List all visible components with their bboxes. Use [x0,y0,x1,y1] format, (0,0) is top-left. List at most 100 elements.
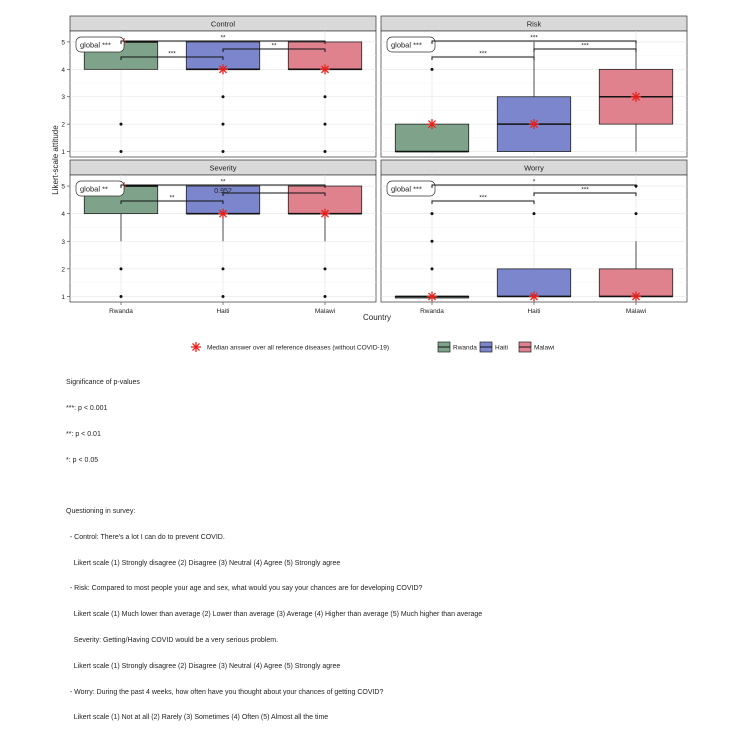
significance-bracket [533,48,637,52]
median-star-stroke [428,120,436,129]
outlier-point [323,294,327,298]
significance-label: ** [220,179,226,186]
significance-bracket [431,40,637,44]
significance-line: **: p < 0.01 [66,430,101,438]
median-star-stroke [530,120,538,129]
median-star [427,119,437,130]
median-star [320,64,330,75]
global-test-box [75,180,125,197]
survey-line: Likert scale (1) Strongly disagree (2) D… [66,559,341,567]
outlier-point [323,267,327,271]
outlier-point [634,212,638,216]
y-tick-label: 1 [61,294,65,301]
significance-label: * [533,179,536,186]
outlier-point [430,212,434,216]
significance-label: ** [169,195,175,202]
significance-bracket [431,56,535,60]
y-tick-label: 3 [61,239,65,246]
median-star-stroke [632,92,640,101]
median-star [218,64,228,75]
outlier-point [323,95,327,99]
global-test-box [386,36,436,53]
outlier-point [221,122,225,126]
survey-line: Severity: Getting/Having COVID would be … [66,637,279,644]
figure-notes: Significance of p-values ***: p < 0.001 … [66,362,482,732]
x-axis-title: Country [363,313,391,322]
y-tick-label: 5 [61,184,65,191]
legend-star-label: Median answer over all reference disease… [207,345,389,352]
survey-line: - Risk: Compared to most people your age… [66,585,423,593]
y-tick-label: 1 [61,149,65,156]
significance-bracket [222,192,326,196]
facet-title: Control [211,20,236,29]
significance-label: *** [479,195,487,202]
significance-bracket [431,184,637,188]
outlier-point [221,95,225,99]
significance-bracket [120,184,326,188]
median-star-stroke [632,292,640,301]
global-test-label: global ** [80,185,108,194]
outlier-point [221,294,225,298]
significance-label: *** [530,35,538,42]
x-tick-label: Rwanda [420,308,444,315]
global-test-label: global *** [391,41,422,50]
median-star-stroke [428,292,436,301]
x-tick-label: Malawi [626,308,646,315]
global-test-label: global *** [80,41,111,50]
y-tick-label: 2 [61,266,65,273]
outlier-point [323,150,327,154]
significance-line: *: p < 0.05 [66,456,99,464]
median-star-stroke [530,292,538,301]
significance-label: *** [479,51,487,58]
outlier-point [430,239,434,243]
legend-label: Malawi [534,345,554,352]
significance-label: *** [581,43,589,50]
y-tick-label: 4 [61,67,65,74]
survey-line: Likert scale (1) Strongly disagree (2) D… [66,662,341,670]
significance-bracket [120,56,224,60]
significance-bracket [533,192,637,196]
outlier-point [430,267,434,271]
median-star-stroke [219,209,227,218]
median-star [320,208,330,219]
significance-label: ** [220,35,226,42]
median-star-stroke [321,65,329,74]
x-tick-label: Haiti [527,308,540,315]
global-test-box [386,180,436,197]
survey-title: Questioning in survey: [66,508,136,516]
y-tick-label: 5 [61,39,65,46]
significance-label: *** [581,187,589,194]
y-tick-label: 4 [61,211,65,218]
median-star-stroke [321,209,329,218]
outlier-point [323,122,327,126]
outlier-point [119,122,123,126]
median-star-stroke [192,343,200,351]
survey-line: - Worry: During the past 4 weeks, how of… [66,688,384,696]
y-axis-title: Likert-scale attitude [51,125,60,195]
facet-title: Risk [527,20,542,29]
facet-title: Severity [209,164,236,173]
median-star [218,208,228,219]
median-star [191,342,201,352]
significance-label: ** [271,43,277,50]
outlier-point [430,67,434,71]
global-test-box [75,36,125,53]
survey-line: Likert scale (1) Much lower than average… [66,611,483,619]
median-star-stroke [219,65,227,74]
outlier-point [532,212,536,216]
significance-bracket [431,200,535,204]
x-tick-label: Malawi [315,308,335,315]
median-star [529,291,539,302]
outlier-point [221,267,225,271]
significance-title: Significance of p-values [66,379,140,387]
y-tick-label: 2 [61,122,65,129]
median-star [631,91,641,102]
significance-bracket [120,40,326,44]
y-tick-label: 3 [61,94,65,101]
facet-title: Worry [524,164,544,173]
p-value-label: 0.952 [214,188,232,195]
global-test-label: global *** [391,185,422,194]
outlier-point [221,150,225,154]
significance-bracket [120,200,224,204]
